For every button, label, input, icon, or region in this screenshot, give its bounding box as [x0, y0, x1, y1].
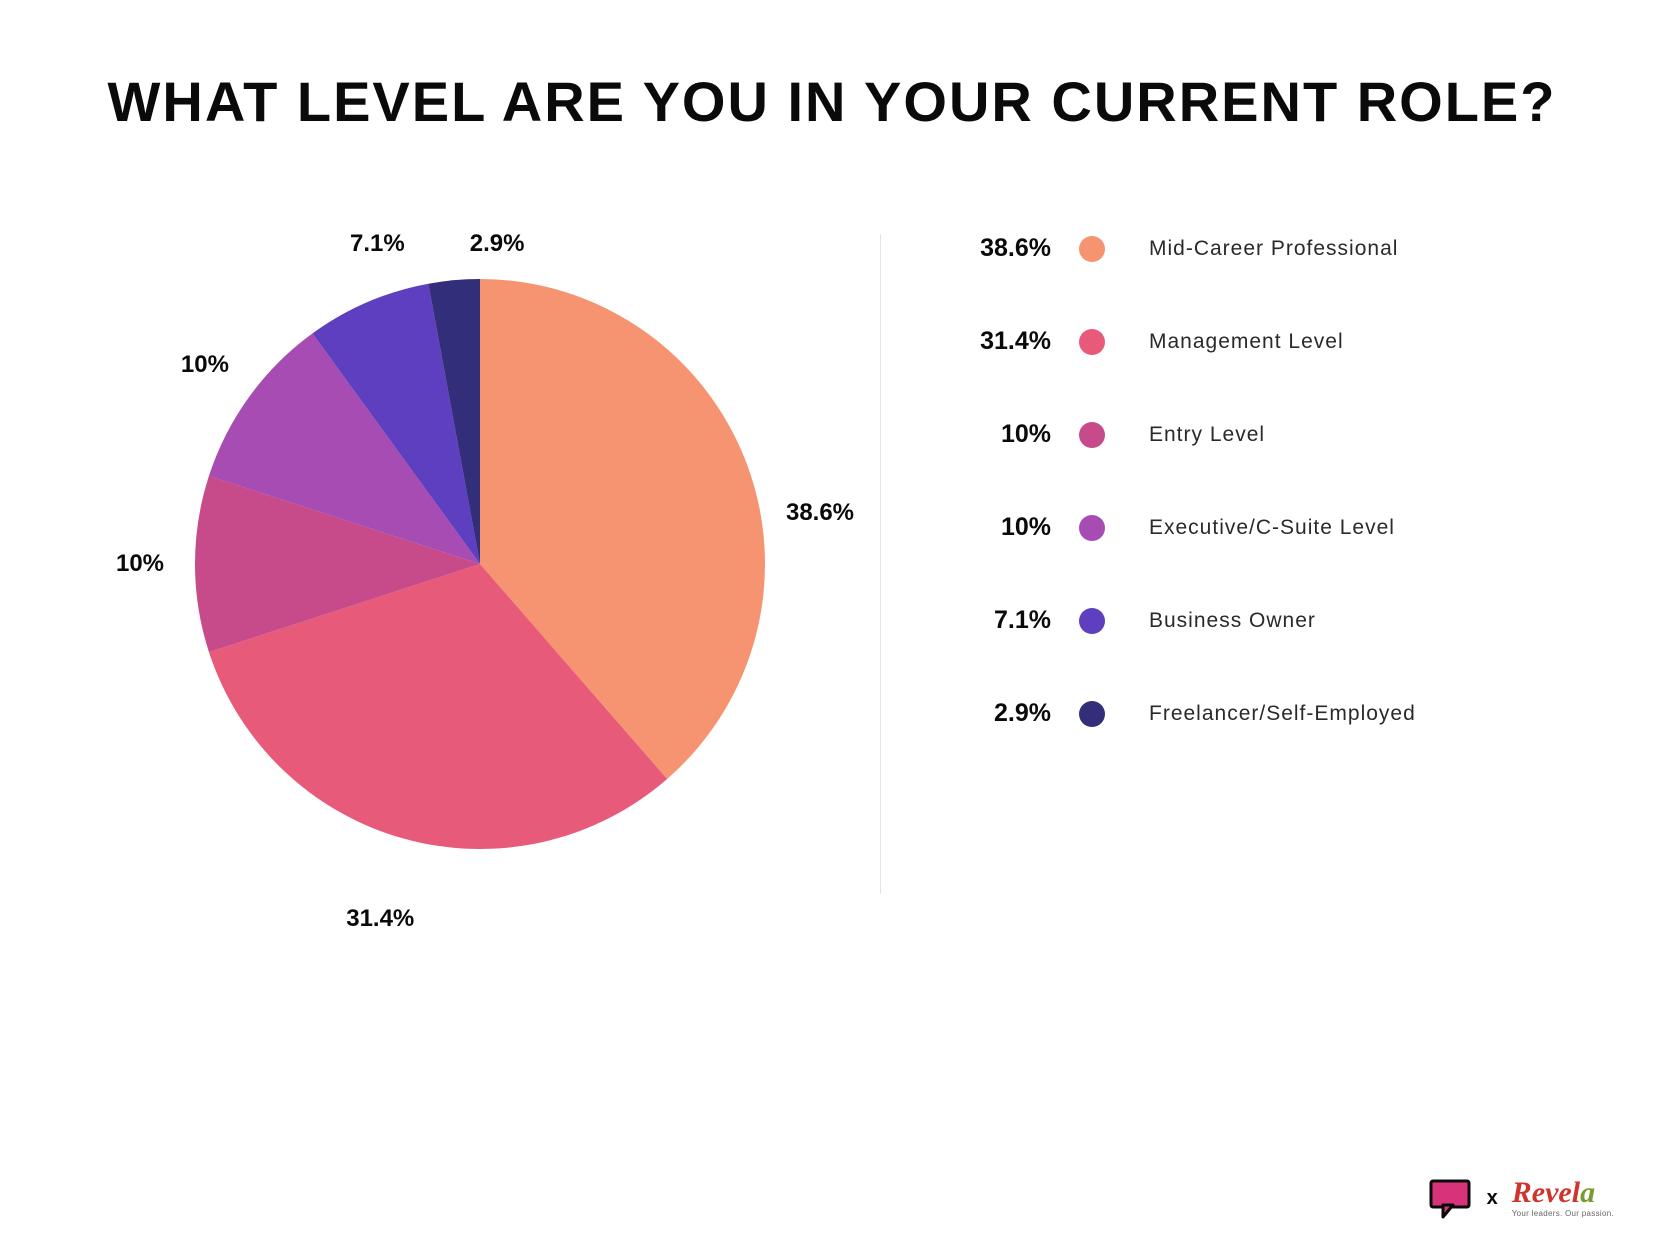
content-row: 38.6% 31.4% 10% 10% 7.1% 2.9% 38.6% Mid-Career…	[0, 194, 1664, 974]
legend-percent: 31.4%	[941, 327, 1051, 356]
legend-percent: 7.1%	[941, 606, 1051, 635]
legend-item: 10% Entry Level	[941, 420, 1584, 449]
footer-logos: x Revela Your leaders. Our passion.	[1429, 1178, 1614, 1218]
revela-logo-text-main: Revel	[1512, 1176, 1580, 1209]
pie-slice-label: 7.1%	[350, 230, 405, 258]
legend-label: Freelancer/Self-Employed	[1149, 702, 1416, 726]
legend-label: Management Level	[1149, 330, 1344, 354]
revela-tagline: Your leaders. Our passion.	[1512, 1210, 1614, 1218]
legend-percent: 38.6%	[941, 234, 1051, 263]
pie-slice-label: 31.4%	[346, 905, 414, 933]
legend-color-dot-icon	[1079, 236, 1105, 262]
legend-item: 10% Executive/C-Suite Level	[941, 513, 1584, 542]
legend-item: 31.4% Management Level	[941, 327, 1584, 356]
pie-slice-label: 10%	[181, 351, 229, 379]
legend-label: Executive/C-Suite Level	[1149, 516, 1395, 540]
revela-logo: Revela Your leaders. Our passion.	[1512, 1178, 1614, 1218]
legend-color-dot-icon	[1079, 701, 1105, 727]
logo-separator: x	[1487, 1187, 1498, 1210]
legend-color-dot-icon	[1079, 422, 1105, 448]
pie-slice-label: 2.9%	[470, 230, 525, 258]
legend-percent: 10%	[941, 513, 1051, 542]
legend-label: Mid-Career Professional	[1149, 237, 1398, 261]
legend-color-dot-icon	[1079, 515, 1105, 541]
legend-item: 7.1% Business Owner	[941, 606, 1584, 635]
pie-chart-area: 38.6% 31.4% 10% 10% 7.1% 2.9%	[80, 194, 880, 974]
legend-label: Business Owner	[1149, 609, 1316, 633]
pie-slice-label: 38.6%	[786, 499, 854, 527]
revela-logo-text-accent: a	[1580, 1176, 1595, 1209]
legend-color-dot-icon	[1079, 608, 1105, 634]
legend-item: 2.9% Freelancer/Self-Employed	[941, 699, 1584, 728]
legend-percent: 2.9%	[941, 699, 1051, 728]
legend-color-dot-icon	[1079, 329, 1105, 355]
speech-bubble-logo-icon	[1429, 1179, 1473, 1217]
pie-slice-label: 10%	[116, 550, 164, 578]
pie-chart	[80, 194, 880, 974]
legend-label: Entry Level	[1149, 423, 1265, 447]
legend-item: 38.6% Mid-Career Professional	[941, 234, 1584, 263]
chart-title: WHAT LEVEL ARE YOU IN YOUR CURRENT ROLE?	[0, 70, 1664, 134]
legend-percent: 10%	[941, 420, 1051, 449]
legend: 38.6% Mid-Career Professional 31.4% Managem…	[881, 194, 1584, 974]
